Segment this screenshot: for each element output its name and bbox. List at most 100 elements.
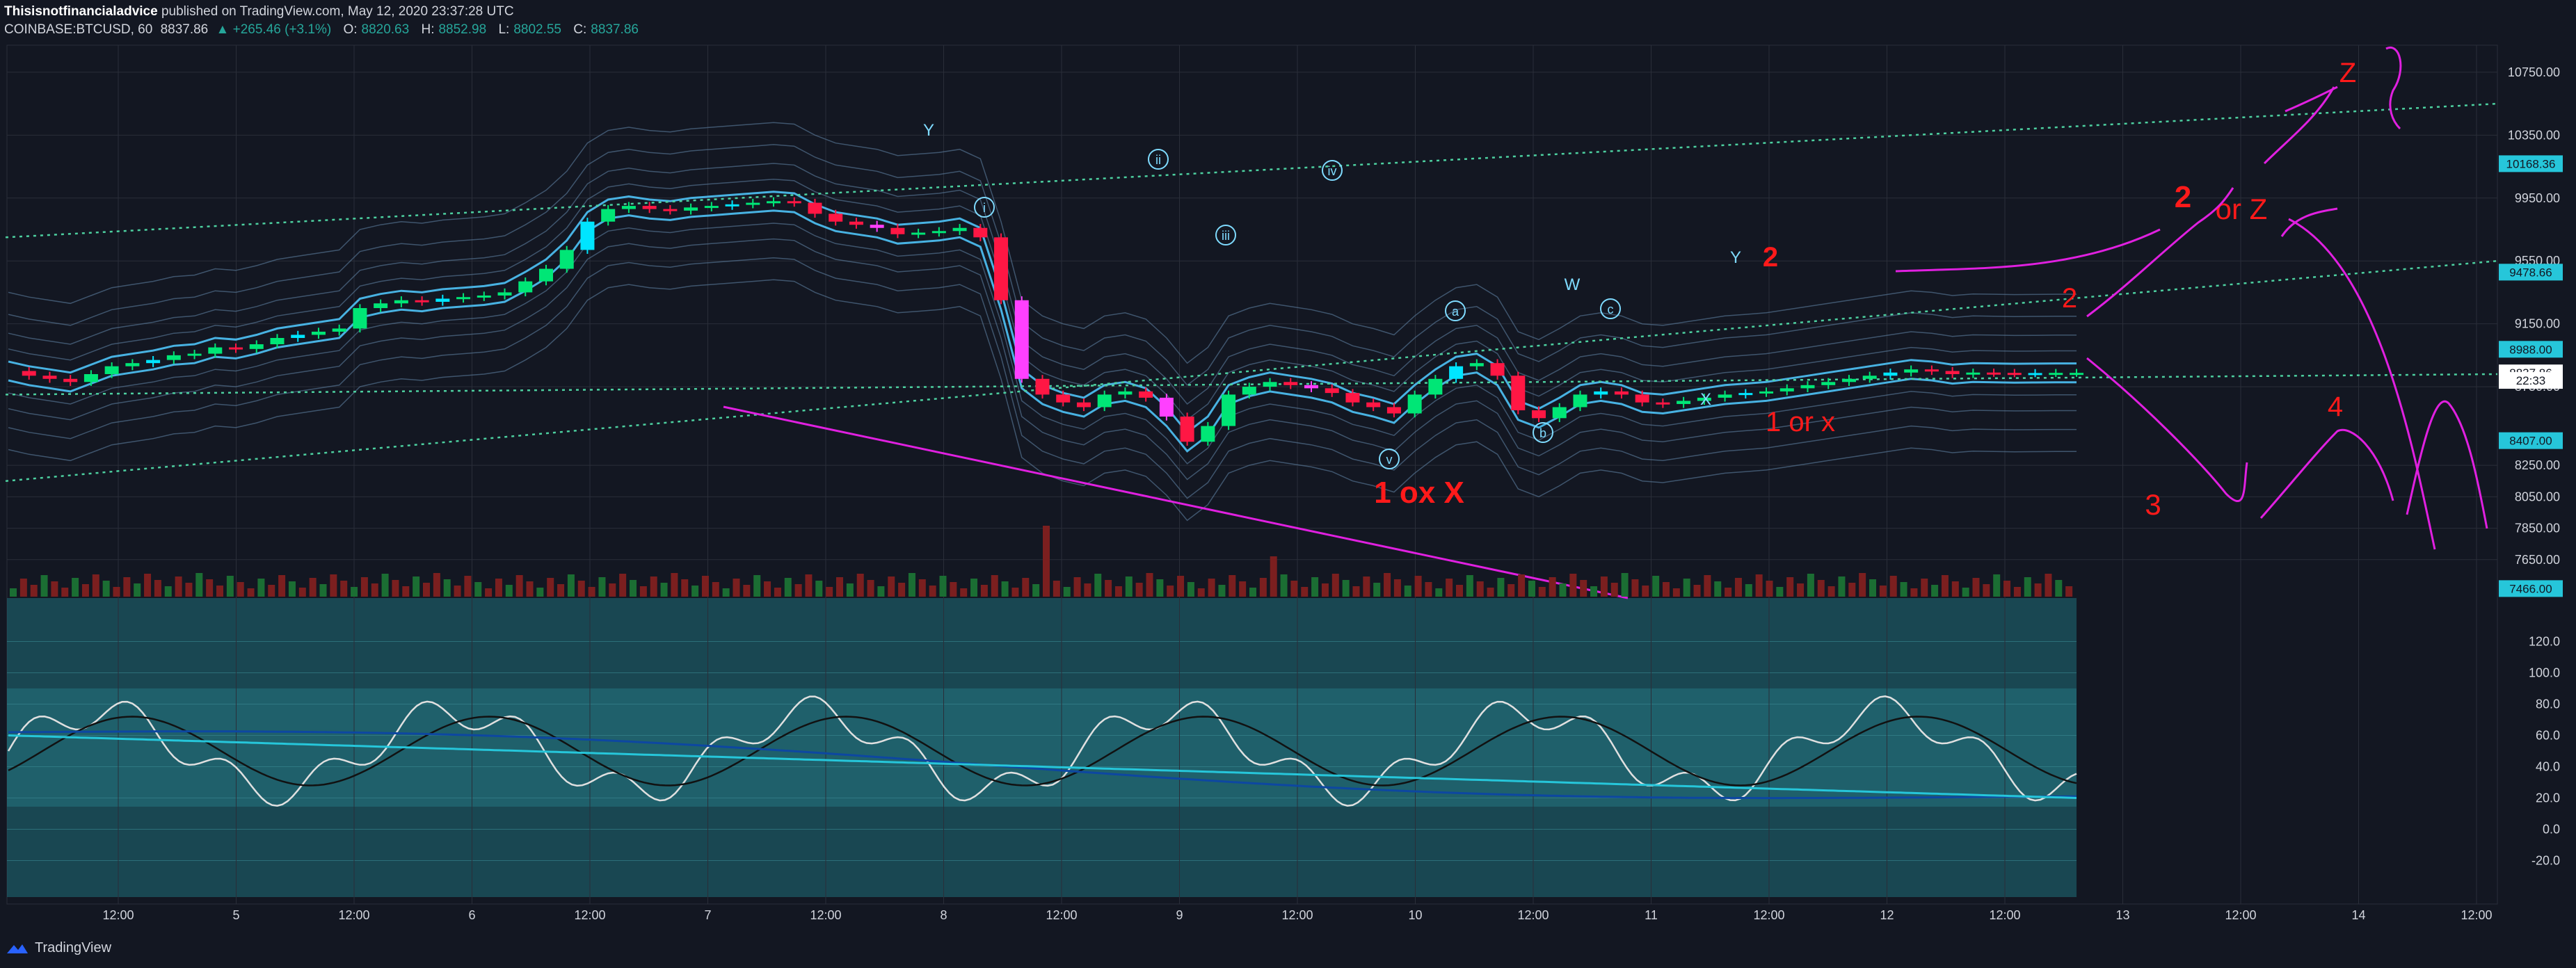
volume-bar bbox=[371, 583, 378, 597]
volume-bar bbox=[1259, 578, 1267, 597]
volume-bar bbox=[1466, 575, 1473, 597]
volume-bar bbox=[826, 587, 833, 597]
candle-body bbox=[2070, 373, 2083, 376]
volume-bar bbox=[898, 583, 906, 597]
volume-bar bbox=[402, 586, 410, 597]
time-tick-label: 12:00 bbox=[574, 908, 605, 922]
volume-bar bbox=[1425, 582, 1432, 597]
volume-bar bbox=[1218, 585, 1226, 597]
volume-bar bbox=[1528, 581, 1535, 597]
candle-body bbox=[311, 331, 326, 335]
volume-bar bbox=[1610, 583, 1618, 597]
red-annotation: 1 ox X bbox=[1374, 476, 1464, 510]
stochastic-k-line bbox=[7, 695, 2077, 807]
trend-channel-line bbox=[5, 102, 2498, 239]
volume-bar bbox=[247, 588, 255, 597]
volume-bar bbox=[226, 576, 234, 597]
candle-body bbox=[1904, 369, 1919, 373]
candle-body bbox=[931, 231, 946, 234]
volume-bar bbox=[1290, 581, 1298, 597]
candle-body bbox=[166, 355, 181, 360]
volume-bar bbox=[474, 582, 482, 597]
volume-bar bbox=[288, 581, 296, 597]
volume-bar bbox=[660, 583, 668, 597]
symbol-label[interactable]: COINBASE:BTCUSD, 60 bbox=[4, 22, 153, 37]
volume-bar bbox=[939, 576, 947, 597]
red-annotation: 4 bbox=[2328, 392, 2343, 422]
volume-bar bbox=[908, 573, 915, 597]
volume-bar bbox=[1631, 579, 1639, 597]
volume-bar bbox=[846, 583, 854, 597]
candle-body bbox=[1076, 402, 1091, 408]
price-tick-label: 10750.00 bbox=[2508, 65, 2560, 79]
red-annotation: 2 bbox=[2062, 283, 2077, 314]
volume-bar bbox=[10, 588, 17, 597]
candle-body bbox=[1325, 388, 1339, 394]
trend-channel-line bbox=[5, 373, 2498, 396]
tradingview-footer[interactable]: TradingView bbox=[6, 940, 111, 956]
candle-body bbox=[829, 213, 843, 222]
time-tick-label: 8 bbox=[940, 908, 947, 922]
wave-circle bbox=[1445, 300, 1466, 321]
price-tick-label: 7850.00 bbox=[2515, 522, 2560, 535]
volume-bar bbox=[1270, 556, 1277, 597]
last-price: 8837.86 bbox=[160, 22, 209, 37]
wave-label: W bbox=[1565, 275, 1581, 294]
trend-line bbox=[723, 405, 1629, 599]
volume-bar bbox=[877, 586, 885, 597]
price-tick-label: 8250.00 bbox=[2515, 458, 2560, 472]
envelope-band bbox=[8, 279, 2077, 522]
price-tick-label: 9950.00 bbox=[2515, 191, 2560, 205]
volume-bar bbox=[1456, 585, 1463, 597]
candle-body bbox=[208, 347, 223, 354]
hand-drawn-path bbox=[2259, 428, 2394, 519]
volume-bar bbox=[206, 579, 214, 597]
publish-info: published on TradingView.com, May 12, 20… bbox=[161, 4, 514, 19]
volume-bar bbox=[1983, 584, 1990, 597]
wave-label: Y bbox=[1730, 248, 1741, 267]
volume-bar bbox=[1962, 588, 1969, 597]
volume-bar bbox=[1001, 581, 1009, 597]
volume-bar bbox=[722, 588, 730, 597]
candle-body bbox=[538, 268, 553, 282]
volume-bar bbox=[1776, 587, 1784, 597]
volume-bar bbox=[216, 586, 223, 597]
signal-line bbox=[8, 730, 2077, 800]
envelope-band bbox=[8, 223, 2077, 465]
volume-bar bbox=[61, 588, 69, 597]
volume-bar bbox=[671, 573, 678, 597]
candle-body bbox=[1242, 387, 1256, 395]
volume-bar bbox=[609, 583, 616, 597]
osc-tick-label: 80.0 bbox=[2536, 697, 2560, 711]
volume-bar bbox=[340, 581, 348, 597]
candle-body bbox=[229, 347, 243, 350]
open-value: O: 8820.63 bbox=[343, 22, 410, 37]
author-name[interactable]: Thisisnotfinancialadvice bbox=[4, 4, 158, 19]
wave-circle bbox=[1533, 422, 1553, 443]
candle-body bbox=[1469, 363, 1484, 366]
price-tick-label: 10350.00 bbox=[2508, 128, 2560, 142]
volume-bar bbox=[2065, 586, 2073, 597]
volume-bar bbox=[1817, 580, 1825, 597]
low-value: L: 8802.55 bbox=[498, 22, 561, 37]
volume-bar bbox=[515, 575, 523, 597]
volume-bar bbox=[794, 584, 802, 597]
red-annotation: 3 bbox=[2145, 488, 2161, 521]
envelope-band bbox=[8, 178, 2077, 421]
candle-body bbox=[1180, 417, 1194, 442]
price-tick-label: 8050.00 bbox=[2515, 490, 2560, 503]
volume-bar bbox=[1084, 583, 1091, 597]
volume-bar bbox=[1280, 574, 1288, 597]
envelope-band bbox=[8, 163, 2077, 405]
volume-bar bbox=[164, 586, 172, 597]
volume-bar bbox=[1114, 586, 1122, 597]
volume-bar bbox=[1208, 579, 1215, 597]
volume-bar bbox=[1734, 578, 1742, 597]
volume-bar bbox=[774, 588, 781, 597]
candle-body bbox=[952, 227, 967, 232]
hand-drawn-path bbox=[2263, 86, 2335, 165]
volume-bar bbox=[836, 577, 843, 597]
volume-bar bbox=[1414, 576, 1422, 597]
volume-bar bbox=[764, 581, 771, 597]
